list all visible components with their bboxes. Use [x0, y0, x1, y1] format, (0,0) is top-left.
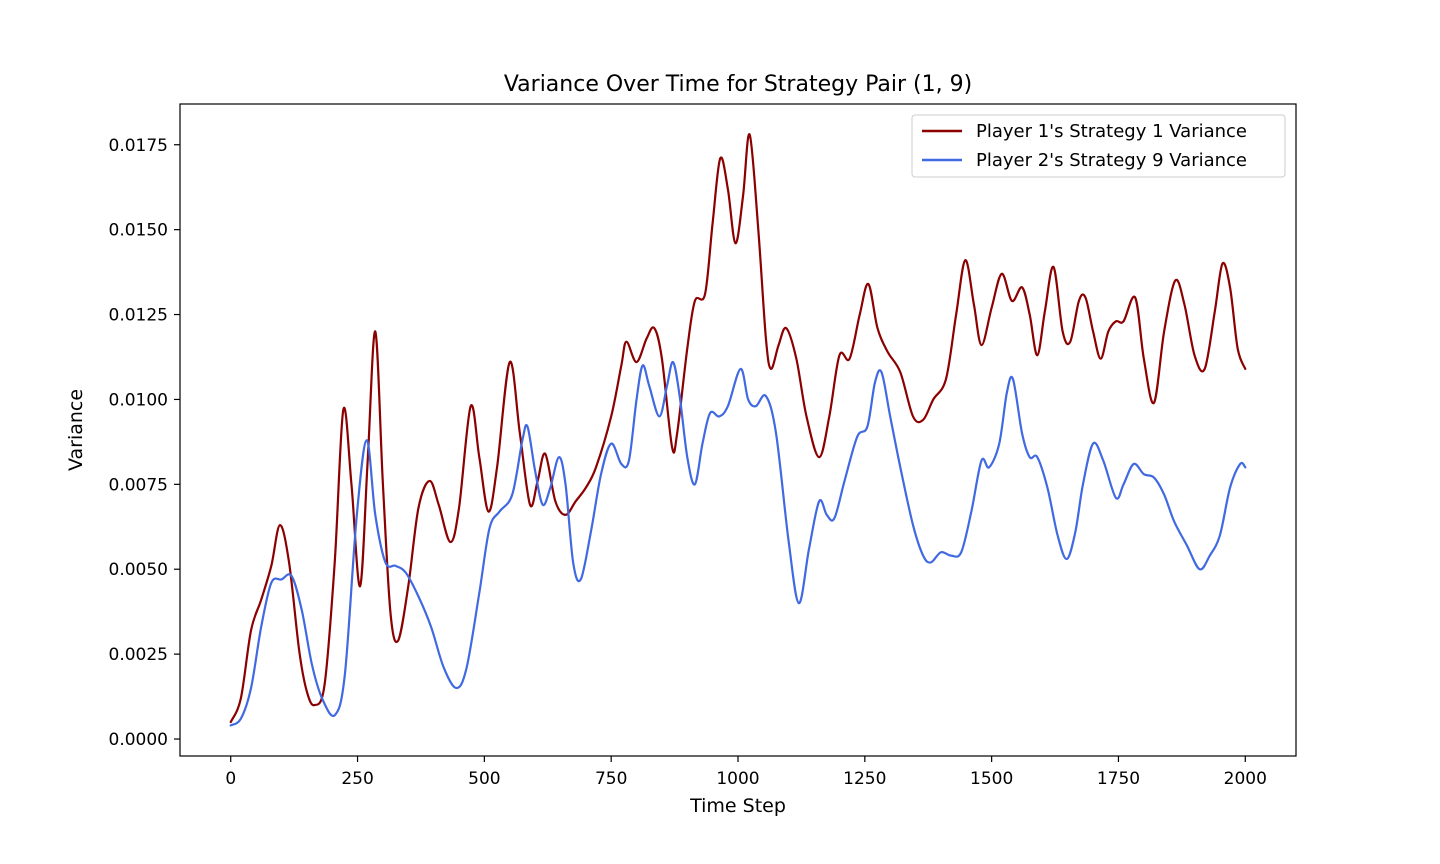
series-layer [229, 133, 1247, 727]
legend: Player 1's Strategy 1 Variance Player 2'… [911, 114, 1286, 178]
axes-frame [179, 103, 1297, 757]
legend-label-series-2: Player 2's Strategy 9 Variance [976, 150, 1247, 171]
y-tick-label: 0.0075 [109, 475, 168, 495]
legend-label-series-1: Player 1's Strategy 1 Variance [976, 121, 1247, 142]
x-tick-label: 500 [468, 769, 500, 789]
x-tick-label: 250 [341, 769, 373, 789]
x-axis-label: Time Step [689, 795, 786, 817]
y-tick-label: 0.0150 [109, 221, 168, 241]
x-tick-label: 1250 [843, 769, 886, 789]
x-tick-label: 1000 [716, 769, 759, 789]
y-tick-label: 0.0125 [109, 306, 168, 326]
y-tick-label: 0.0000 [109, 730, 168, 750]
legend-box [911, 114, 1286, 178]
series-line-1 [229, 133, 1247, 724]
x-tick-label: 750 [595, 769, 627, 789]
series-line-2 [229, 360, 1247, 727]
ticks-layer: 0 250 500 750 1000 1250 1500 1750 2000 0.0000 0.00… [109, 136, 1267, 789]
x-tick-label: 2000 [1224, 769, 1267, 789]
y-tick-label: 0.0050 [109, 560, 168, 580]
y-tick-label: 0.0100 [109, 390, 168, 410]
x-tick-label: 1750 [1097, 769, 1140, 789]
chart-title: Variance Over Time for Strategy Pair (1,… [504, 72, 972, 97]
y-axis-label: Variance [65, 389, 87, 471]
y-tick-label: 0.0025 [109, 645, 168, 665]
y-tick-label: 0.0175 [109, 136, 168, 156]
x-tick-label: 0 [225, 769, 236, 789]
x-tick-label: 1500 [970, 769, 1013, 789]
